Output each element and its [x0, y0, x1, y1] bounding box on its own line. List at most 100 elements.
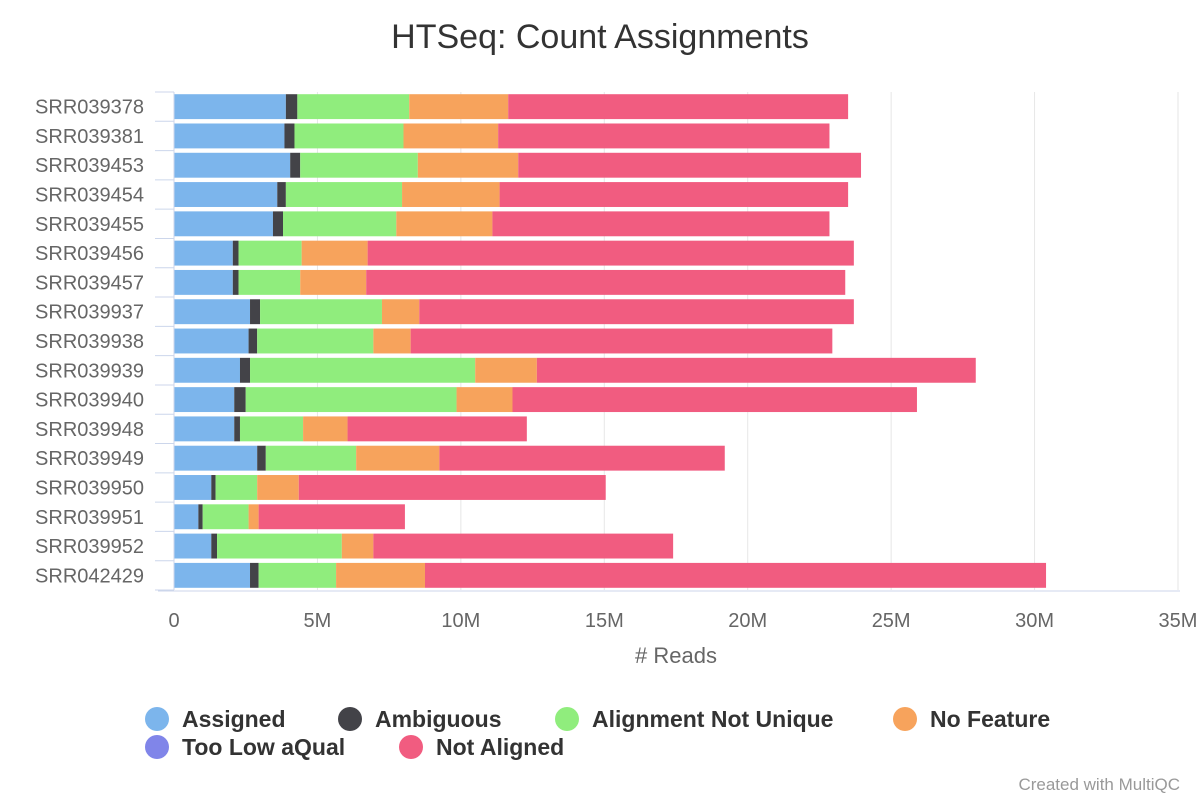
legend-label[interactable]: Ambiguous	[375, 706, 502, 732]
bar-segment[interactable]	[410, 328, 833, 354]
bar-segment[interactable]	[234, 416, 240, 442]
bar-segment[interactable]	[232, 240, 239, 266]
bar-segment[interactable]	[238, 269, 301, 295]
bar-segment[interactable]	[174, 387, 235, 413]
bar-segment[interactable]	[202, 504, 249, 530]
bar-segment[interactable]	[402, 182, 500, 207]
bar-segment[interactable]	[298, 475, 606, 500]
y-tick-label: SRR039381	[35, 126, 144, 148]
bar-segment[interactable]	[174, 94, 286, 120]
bar-segment[interactable]	[341, 533, 374, 559]
bar-segment[interactable]	[498, 123, 830, 149]
bar-segment[interactable]	[174, 240, 233, 266]
bar-segment[interactable]	[211, 475, 216, 500]
bar-segment[interactable]	[174, 211, 273, 237]
bar-segment[interactable]	[239, 357, 251, 383]
bar-segment[interactable]	[373, 533, 674, 559]
bar-segment[interactable]	[381, 299, 420, 325]
bar-segment[interactable]	[297, 94, 410, 120]
bar-segment[interactable]	[336, 562, 425, 588]
bar-segment[interactable]	[174, 299, 251, 325]
bar-segment[interactable]	[508, 94, 849, 120]
bar-segment[interactable]	[290, 152, 301, 178]
bar-segment[interactable]	[239, 416, 304, 442]
legend-label[interactable]: No Feature	[930, 706, 1050, 732]
bar-segment[interactable]	[215, 475, 258, 500]
bar-segment[interactable]	[367, 240, 854, 266]
bar-segment[interactable]	[257, 328, 374, 354]
bar-segment[interactable]	[272, 211, 284, 237]
bar-segment[interactable]	[492, 211, 830, 237]
bar-segment[interactable]	[257, 475, 299, 500]
bar-segment[interactable]	[303, 416, 348, 442]
bar-segment[interactable]	[234, 387, 246, 413]
bar-segment[interactable]	[258, 562, 337, 588]
bar-segment[interactable]	[301, 240, 368, 266]
bar-segment[interactable]	[217, 533, 342, 559]
legend-marker[interactable]	[145, 707, 169, 731]
bar-segment[interactable]	[174, 533, 212, 559]
legend-marker[interactable]	[399, 735, 423, 759]
bar-segment[interactable]	[417, 152, 519, 178]
bar-segment[interactable]	[174, 123, 285, 149]
bar-segment[interactable]	[174, 416, 235, 442]
bar-segment[interactable]	[499, 182, 849, 207]
bar-segment[interactable]	[174, 445, 258, 471]
bar-segment[interactable]	[174, 504, 199, 530]
bar-segment[interactable]	[174, 152, 291, 178]
legend-label[interactable]: Assigned	[182, 706, 286, 732]
bar-segment[interactable]	[285, 182, 403, 207]
bar-segment[interactable]	[300, 152, 418, 178]
bar-segment[interactable]	[238, 240, 302, 266]
bar-segment[interactable]	[232, 269, 239, 295]
bar-segment[interactable]	[174, 562, 251, 588]
legend-marker[interactable]	[893, 707, 917, 731]
legend-label[interactable]: Too Low aQual	[182, 734, 345, 760]
bar-segment[interactable]	[366, 269, 846, 295]
bar-segment[interactable]	[284, 123, 295, 149]
bar-segment[interactable]	[174, 475, 212, 500]
bar-segment[interactable]	[475, 357, 537, 383]
bar-segment[interactable]	[277, 182, 286, 207]
credit-text[interactable]: Created with MultiQC	[1018, 775, 1180, 794]
bar-segment[interactable]	[174, 269, 233, 295]
bar-segment[interactable]	[250, 299, 261, 325]
bar-segment[interactable]	[258, 504, 405, 530]
legend-marker[interactable]	[145, 735, 169, 759]
bar-segment[interactable]	[396, 211, 493, 237]
bar-segment[interactable]	[198, 504, 203, 530]
bar-segment[interactable]	[373, 328, 411, 354]
bar-segment[interactable]	[403, 123, 499, 149]
bar-segment[interactable]	[285, 94, 298, 120]
bar-segment[interactable]	[347, 416, 527, 442]
bar-segment[interactable]	[257, 445, 266, 471]
bar-segment[interactable]	[419, 299, 854, 325]
bar-segment[interactable]	[174, 328, 249, 354]
bar-segment[interactable]	[174, 182, 278, 207]
bar-segment[interactable]	[356, 445, 440, 471]
bar-segment[interactable]	[536, 357, 976, 383]
bar-segment[interactable]	[283, 211, 397, 237]
bar-segment[interactable]	[294, 123, 404, 149]
bar-segment[interactable]	[174, 357, 240, 383]
bar-segment[interactable]	[518, 152, 862, 178]
bar-segment[interactable]	[248, 328, 258, 354]
bar-segment[interactable]	[250, 562, 259, 588]
bar-segment[interactable]	[409, 94, 509, 120]
bar-segment[interactable]	[456, 387, 513, 413]
legend-marker[interactable]	[555, 707, 579, 731]
bar-segment[interactable]	[245, 387, 457, 413]
legend-label[interactable]: Not Aligned	[436, 734, 564, 760]
bar-segment[interactable]	[248, 504, 259, 530]
legend-label[interactable]: Alignment Not Unique	[592, 706, 833, 732]
bar-segment[interactable]	[211, 533, 218, 559]
bar-segment[interactable]	[260, 299, 382, 325]
bar-segment[interactable]	[512, 387, 917, 413]
legend-marker[interactable]	[338, 707, 362, 731]
x-tick-label: 10M	[441, 610, 480, 632]
bar-segment[interactable]	[300, 269, 367, 295]
bar-segment[interactable]	[425, 562, 1047, 588]
bar-segment[interactable]	[439, 445, 725, 471]
bar-segment[interactable]	[250, 357, 476, 383]
bar-segment[interactable]	[265, 445, 357, 471]
